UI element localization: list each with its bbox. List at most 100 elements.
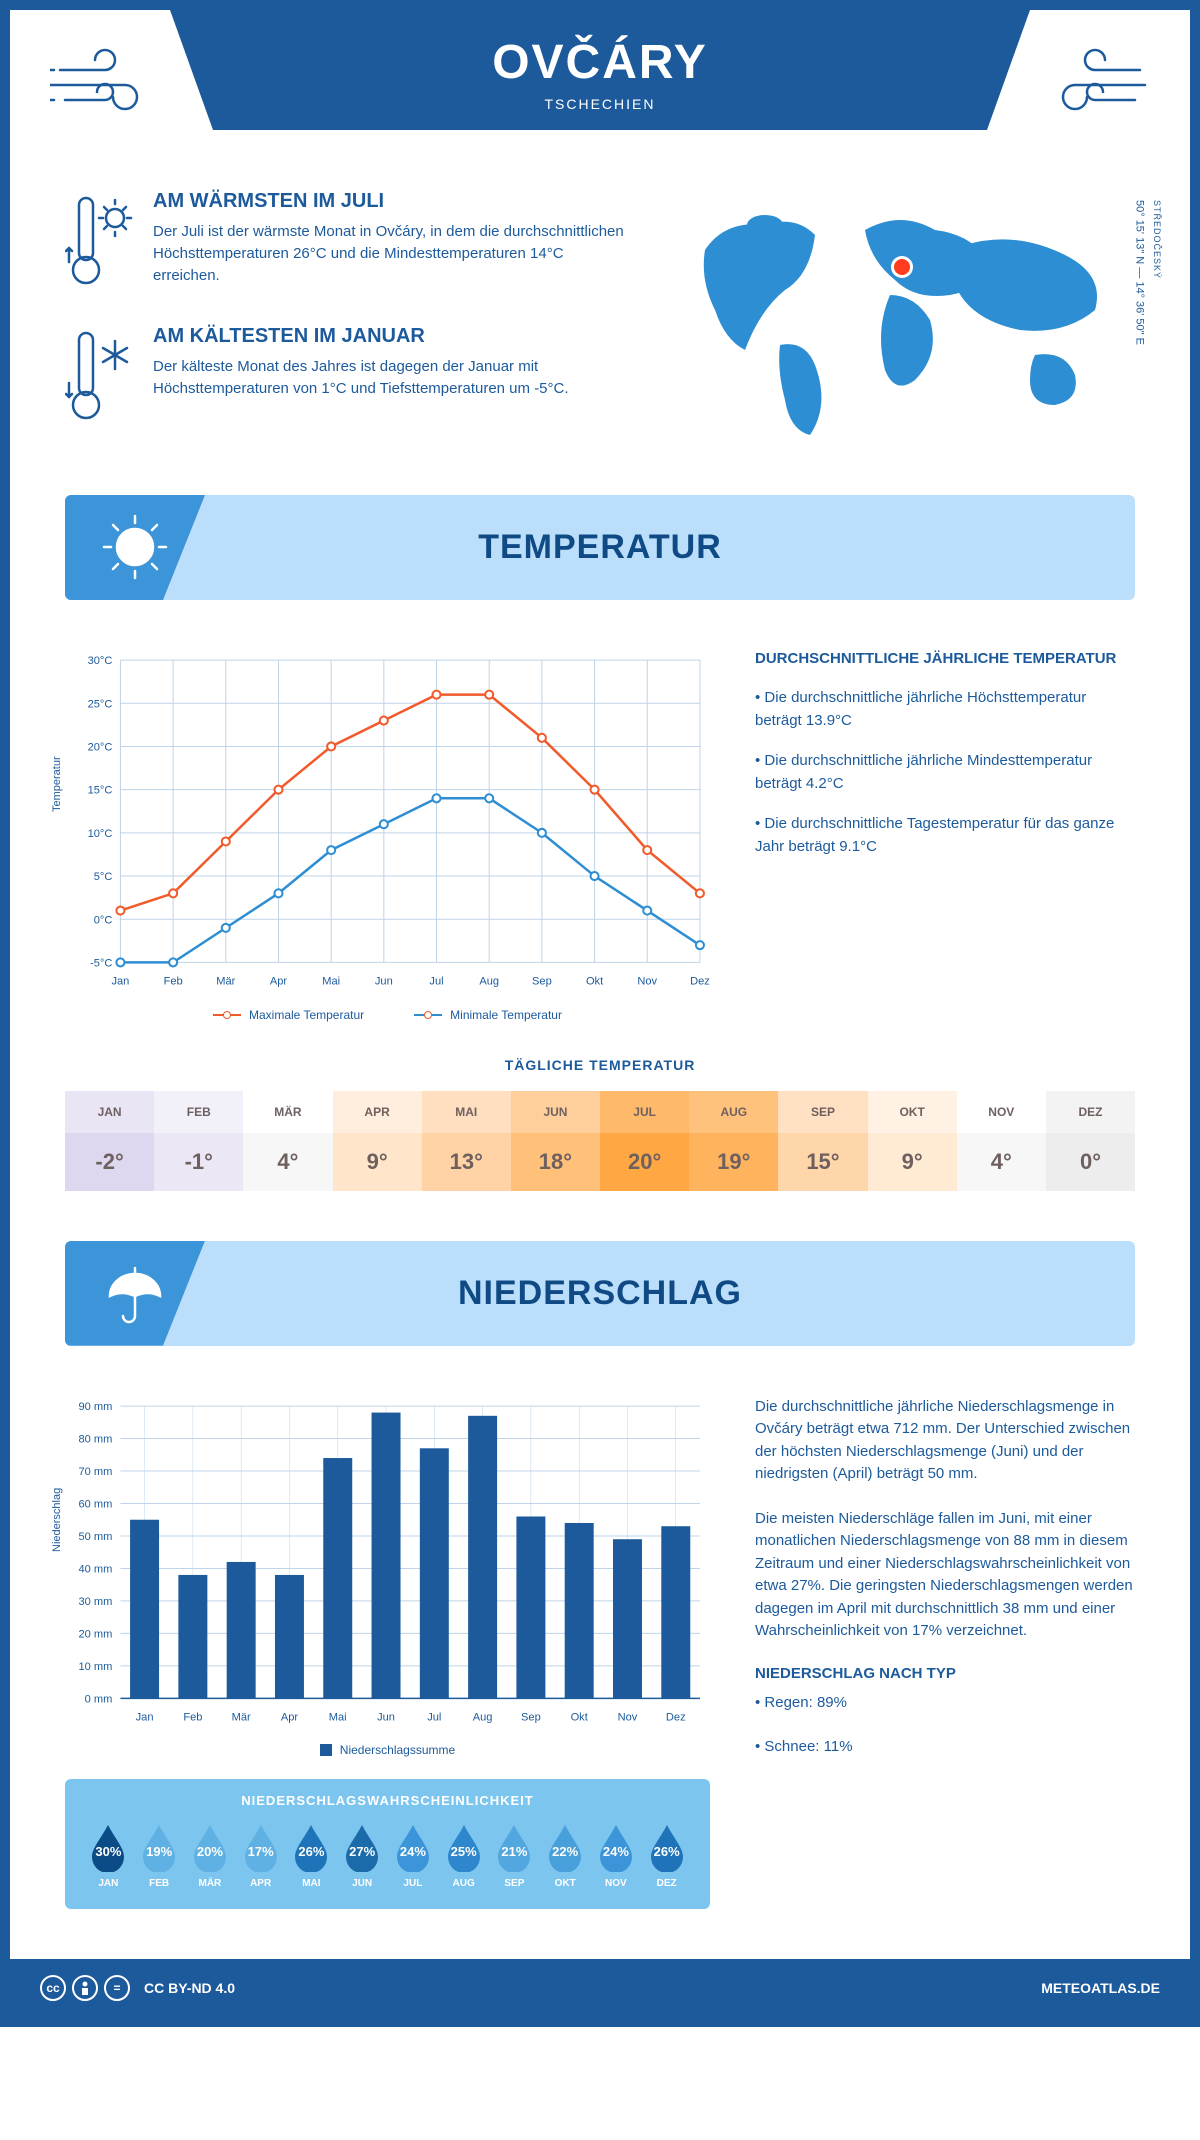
svg-text:70 mm: 70 mm xyxy=(79,1466,113,1478)
by-icon xyxy=(72,1975,98,2001)
daily-temp-cell: JUN 18° xyxy=(511,1091,600,1191)
svg-text:Nov: Nov xyxy=(618,1711,638,1723)
site-name: METEOATLAS.DE xyxy=(1041,1980,1160,1996)
daily-temp-title: TÄGLICHE TEMPERATUR xyxy=(65,1057,1135,1073)
daily-temp-cell: APR 9° xyxy=(333,1091,422,1191)
daily-temp-grid: JAN -2°FEB -1°MÄR 4°APR 9°MAI 13°JUN 18°… xyxy=(65,1091,1135,1191)
thermometer-sun-icon xyxy=(65,190,135,295)
svg-text:Sep: Sep xyxy=(532,976,552,988)
svg-text:5°C: 5°C xyxy=(94,871,113,883)
chart-legend: Niederschlagssumme xyxy=(65,1743,710,1757)
fact-warmest: AM WÄRMSTEN IM JULI Der Juli ist der wär… xyxy=(65,190,625,295)
svg-text:Jan: Jan xyxy=(136,1711,154,1723)
svg-text:Mär: Mär xyxy=(232,1711,251,1723)
svg-text:Apr: Apr xyxy=(281,1711,299,1723)
info-heading: DURCHSCHNITTLICHE JÄHRLICHE TEMPERATUR xyxy=(755,650,1135,667)
svg-text:Jul: Jul xyxy=(429,976,443,988)
svg-text:50 mm: 50 mm xyxy=(79,1531,113,1543)
precipitation-chart: Niederschlag 0 mm10 mm20 mm30 mm40 mm50 … xyxy=(65,1396,710,1758)
city-title: OVČÁRY xyxy=(170,35,1030,90)
prob-cell: 25% AUG xyxy=(438,1822,489,1889)
world-map xyxy=(665,190,1135,450)
svg-text:Mai: Mai xyxy=(329,1711,347,1723)
cc-icons: cc = xyxy=(40,1975,130,2001)
svg-text:Apr: Apr xyxy=(270,976,288,988)
country-subtitle: TSCHECHIEN xyxy=(170,96,1030,112)
daily-temp-cell: MÄR 4° xyxy=(243,1091,332,1191)
svg-text:-5°C: -5°C xyxy=(90,957,112,969)
info-bullet: • Die durchschnittliche jährliche Mindes… xyxy=(755,750,1135,795)
svg-text:Mai: Mai xyxy=(322,976,340,988)
svg-text:15°C: 15°C xyxy=(88,785,113,797)
svg-text:Jan: Jan xyxy=(111,976,129,988)
section-header-precipitation: NIEDERSCHLAG xyxy=(65,1241,1135,1346)
daily-temp-cell: JAN -2° xyxy=(65,1091,154,1191)
svg-text:80 mm: 80 mm xyxy=(79,1433,113,1445)
svg-text:10°C: 10°C xyxy=(88,828,113,840)
svg-text:Jul: Jul xyxy=(427,1711,441,1723)
title-banner: OVČÁRY TSCHECHIEN xyxy=(170,10,1030,130)
svg-text:0°C: 0°C xyxy=(94,914,113,926)
cc-icon: cc xyxy=(40,1975,66,2001)
info-bullet: • Die durchschnittliche Tagestemperatur … xyxy=(755,813,1135,858)
info-bullet: • Schnee: 11% xyxy=(755,1736,1135,1759)
svg-text:Jun: Jun xyxy=(377,1711,395,1723)
infographic-page: OVČÁRY TSCHECHIEN AM WÄRMSTEN IM JULI De xyxy=(0,0,1200,2027)
prob-cell: 26% DEZ xyxy=(641,1822,692,1889)
svg-text:10 mm: 10 mm xyxy=(79,1661,113,1673)
section-title: NIEDERSCHLAG xyxy=(458,1274,742,1313)
section-header-temperature: TEMPERATUR xyxy=(65,495,1135,600)
svg-text:0 mm: 0 mm xyxy=(85,1693,113,1705)
temperature-info: DURCHSCHNITTLICHE JÄHRLICHE TEMPERATUR •… xyxy=(755,650,1135,1022)
temperature-chart: Temperatur -5°C0°C5°C10°C15°C20°C25°C30°… xyxy=(65,650,710,1022)
y-axis-label: Temperatur xyxy=(51,756,63,812)
prob-cell: 26% MAI xyxy=(286,1822,337,1889)
svg-text:20°C: 20°C xyxy=(88,741,113,753)
thermometer-snow-icon xyxy=(65,325,135,430)
prob-cell: 17% APR xyxy=(235,1822,286,1889)
svg-text:Aug: Aug xyxy=(473,1711,493,1723)
wind-icon xyxy=(1040,45,1150,130)
info-bullet: • Regen: 89% xyxy=(755,1692,1135,1715)
prob-cell: 21% SEP xyxy=(489,1822,540,1889)
svg-text:90 mm: 90 mm xyxy=(79,1401,113,1413)
svg-text:25°C: 25°C xyxy=(88,698,113,710)
section-title: TEMPERATUR xyxy=(478,528,722,567)
coordinates-label: STŘEDOČESKÝ 50° 15' 13" N — 14° 36' 50" … xyxy=(1130,200,1165,345)
nd-icon: = xyxy=(104,1975,130,2001)
prob-cell: 19% FEB xyxy=(134,1822,185,1889)
svg-text:Feb: Feb xyxy=(183,1711,202,1723)
svg-text:30 mm: 30 mm xyxy=(79,1596,113,1608)
svg-text:Sep: Sep xyxy=(521,1711,541,1723)
svg-text:60 mm: 60 mm xyxy=(79,1498,113,1510)
svg-text:Okt: Okt xyxy=(586,976,603,988)
daily-temp-cell: DEZ 0° xyxy=(1046,1091,1135,1191)
info-paragraph: Die meisten Niederschläge fallen im Juni… xyxy=(755,1508,1135,1643)
fact-title: AM WÄRMSTEN IM JULI xyxy=(153,190,625,213)
precip-type-heading: NIEDERSCHLAG NACH TYP xyxy=(755,1665,1135,1682)
world-map-container: STŘEDOČESKÝ 50° 15' 13" N — 14° 36' 50" … xyxy=(665,190,1135,460)
svg-text:Mär: Mär xyxy=(216,976,235,988)
fact-title: AM KÄLTESTEN IM JANUAR xyxy=(153,325,625,348)
daily-temp-cell: MAI 13° xyxy=(422,1091,511,1191)
info-paragraph: Die durchschnittliche jährliche Niedersc… xyxy=(755,1396,1135,1486)
fact-text: Der Juli ist der wärmste Monat in Ovčáry… xyxy=(153,221,625,286)
svg-text:Dez: Dez xyxy=(690,976,710,988)
fact-coldest: AM KÄLTESTEN IM JANUAR Der kälteste Mona… xyxy=(65,325,625,430)
fact-text: Der kälteste Monat des Jahres ist dagege… xyxy=(153,356,625,400)
prob-cell: 22% OKT xyxy=(540,1822,591,1889)
prob-cell: 30% JAN xyxy=(83,1822,134,1889)
svg-text:Jun: Jun xyxy=(375,976,393,988)
svg-text:Aug: Aug xyxy=(479,976,499,988)
daily-temp-cell: NOV 4° xyxy=(957,1091,1046,1191)
header: OVČÁRY TSCHECHIEN xyxy=(10,10,1190,170)
daily-temp-cell: FEB -1° xyxy=(154,1091,243,1191)
footer: cc = CC BY-ND 4.0 METEOATLAS.DE xyxy=(10,1959,1190,2017)
prob-cell: 24% JUL xyxy=(388,1822,439,1889)
svg-text:40 mm: 40 mm xyxy=(79,1563,113,1575)
daily-temp-cell: JUL 20° xyxy=(600,1091,689,1191)
license-text: CC BY-ND 4.0 xyxy=(144,1980,235,1996)
prob-cell: 27% JUN xyxy=(337,1822,388,1889)
svg-text:Dez: Dez xyxy=(666,1711,686,1723)
daily-temp-cell: AUG 19° xyxy=(689,1091,778,1191)
